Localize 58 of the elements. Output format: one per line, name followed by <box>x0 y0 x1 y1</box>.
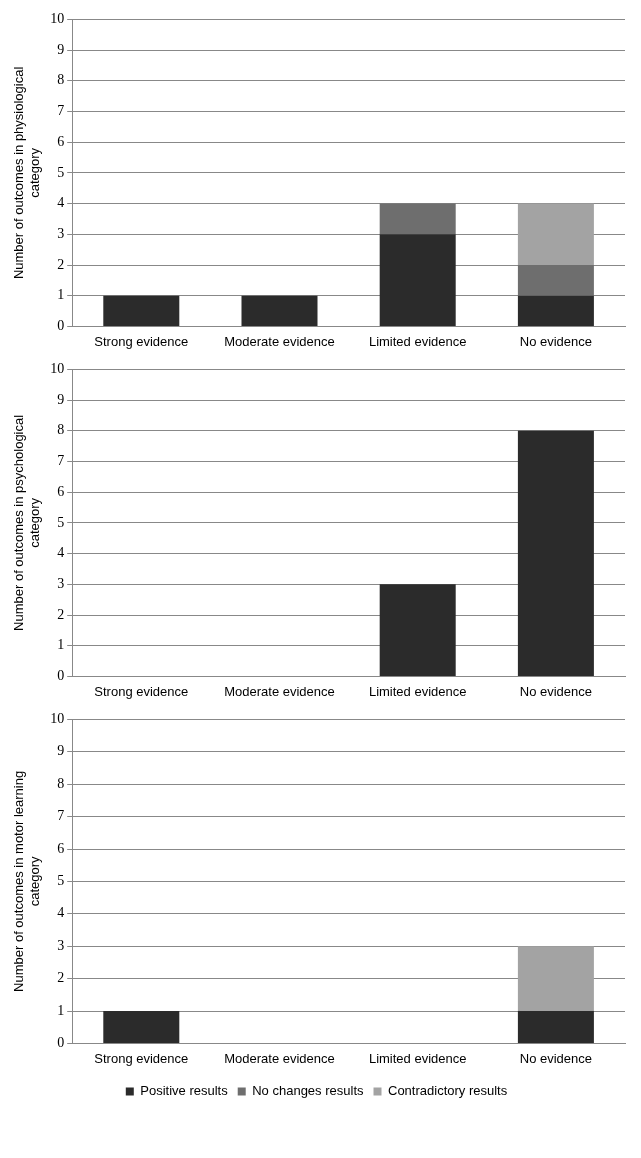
x-tick-label: Limited evidence <box>368 1050 467 1066</box>
y-tick-label: 0 <box>57 1035 65 1051</box>
y-tick-label: 2 <box>57 606 65 622</box>
bar <box>517 265 594 296</box>
y-tick-label: 8 <box>57 422 65 438</box>
y-tick-label: 7 <box>57 808 65 824</box>
y-tick-label: 10 <box>50 11 65 27</box>
y-tick-label: 2 <box>57 256 65 272</box>
y-tick-label: 8 <box>57 72 65 88</box>
y-tick-label: 4 <box>57 545 65 561</box>
y-tick-label: 1 <box>57 1002 65 1018</box>
y-tick-label: 3 <box>57 937 65 953</box>
y-tick-label: 5 <box>57 514 65 530</box>
bar <box>241 295 318 326</box>
y-tick-label: 3 <box>57 575 65 591</box>
y-tick-label: 9 <box>57 391 65 407</box>
x-tick-label: No evidence <box>519 1050 593 1066</box>
y-tick-label: 10 <box>50 711 65 727</box>
bar <box>517 203 594 265</box>
y-tick-label: 9 <box>57 743 65 759</box>
bar <box>517 295 594 326</box>
y-tick-label: 3 <box>57 225 65 241</box>
x-tick-label: Limited evidence <box>368 683 467 699</box>
y-axis-title: Number of outcomes in psychological category <box>11 414 42 631</box>
y-tick-label: 5 <box>57 164 65 180</box>
y-tick-label: 0 <box>57 668 65 684</box>
x-tick-label: No evidence <box>519 683 593 699</box>
x-tick-label: No evidence <box>519 333 593 349</box>
legend-label: Positive results <box>140 1083 229 1099</box>
x-tick-label: Moderate evidence <box>224 683 335 699</box>
bar <box>379 234 456 326</box>
y-tick-label: 1 <box>57 637 65 653</box>
x-tick-label: Strong evidence <box>94 683 189 699</box>
legend-label: Contradictory results <box>388 1083 508 1099</box>
y-tick-label: 6 <box>57 133 65 149</box>
y-tick-label: 1 <box>57 287 65 303</box>
y-tick-label: 9 <box>57 41 65 57</box>
y-tick-label: 6 <box>57 840 65 856</box>
y-tick-label: 6 <box>57 483 65 499</box>
y-tick-label: 4 <box>57 195 65 211</box>
x-tick-label: Moderate evidence <box>224 1050 335 1066</box>
legend-label: No changes results <box>252 1083 364 1099</box>
y-tick-label: 10 <box>50 361 65 377</box>
x-tick-label: Strong evidence <box>94 1050 189 1066</box>
y-tick-label: 7 <box>57 453 65 469</box>
y-axis-title: Number of outcomes in physiological category <box>11 66 42 280</box>
bar <box>379 203 456 235</box>
y-tick-label: 2 <box>57 970 65 986</box>
x-tick-label: Limited evidence <box>368 333 467 349</box>
x-tick-label: Moderate evidence <box>224 333 335 349</box>
bar <box>103 295 180 326</box>
y-tick-label: 5 <box>57 873 65 889</box>
x-tick-label: Strong evidence <box>94 333 189 349</box>
y-axis-title: Number of outcomes in motor learning category <box>11 770 42 992</box>
y-tick-label: 8 <box>57 775 65 791</box>
y-tick-label: 7 <box>57 103 65 119</box>
y-tick-label: 4 <box>57 905 65 921</box>
y-tick-label: 0 <box>57 318 65 334</box>
